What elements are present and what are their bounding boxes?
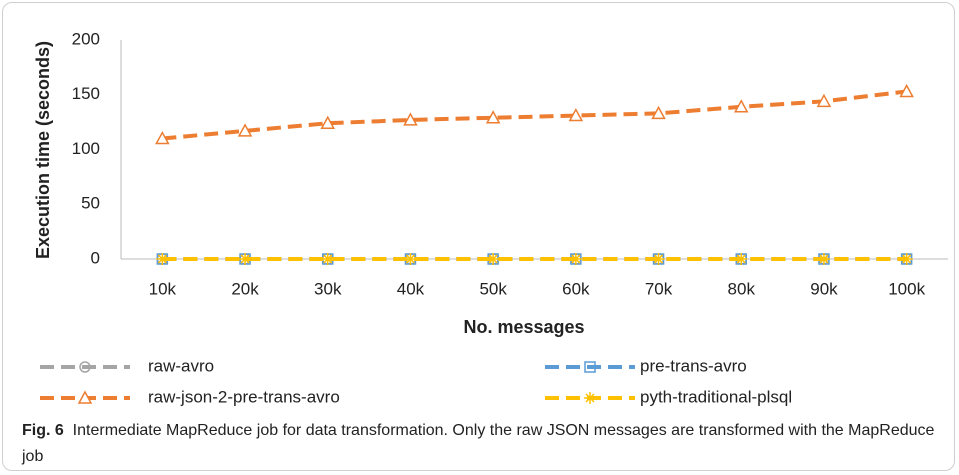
marker [79,361,91,373]
marker [584,392,596,404]
marker [404,253,417,265]
marker [584,361,596,373]
marker [651,105,666,120]
marker [816,93,832,108]
y-tick-label: 200 [72,29,100,48]
x-tick-label: 40k [397,279,425,298]
x-tick-label: 10k [149,279,177,298]
marker [320,115,336,129]
legend-label: raw-json-2-pre-trans-avro [148,387,340,406]
marker [899,83,914,98]
x-tick-label: 50k [479,279,507,298]
y-axis-title: Execution time (seconds) [33,41,53,259]
marker [487,253,500,265]
marker [735,253,748,265]
caption: Fig. 6 Intermediate MapReduce job for da… [22,418,942,470]
marker [569,253,582,265]
x-tick-label: 70k [645,279,673,298]
caption-text: Intermediate MapReduce job for data tran… [22,422,935,465]
x-tick-label: 100k [888,279,925,298]
marker [485,110,501,124]
y-tick-label: 100 [72,139,100,158]
x-tick-label: 90k [810,279,838,298]
x-tick-label: 80k [728,279,756,298]
caption-label: Fig. 6 [22,422,64,439]
marker [239,253,252,265]
marker [568,107,584,122]
legend-label: raw-avro [148,356,214,375]
marker [900,253,913,265]
y-tick-label: 150 [72,84,100,103]
x-axis-title: No. messages [463,317,584,337]
legend-label: pyth-traditional-plsql [640,387,792,406]
marker [321,253,334,265]
marker [77,390,93,404]
x-tick-label: 60k [562,279,590,298]
x-tick-label: 30k [314,279,342,298]
marker [155,130,170,145]
marker [237,123,253,137]
marker [733,99,749,113]
y-tick-label: 50 [81,194,100,213]
marker [652,253,665,265]
y-tick-label: 0 [91,248,100,267]
legend-label: pre-trans-avro [640,356,747,375]
x-tick-label: 20k [231,279,259,298]
marker [156,253,169,265]
series-line [162,89,907,141]
marker [403,112,418,126]
chart: Execution time (seconds) No. messages 0 5… [33,29,948,406]
marker [817,253,830,265]
